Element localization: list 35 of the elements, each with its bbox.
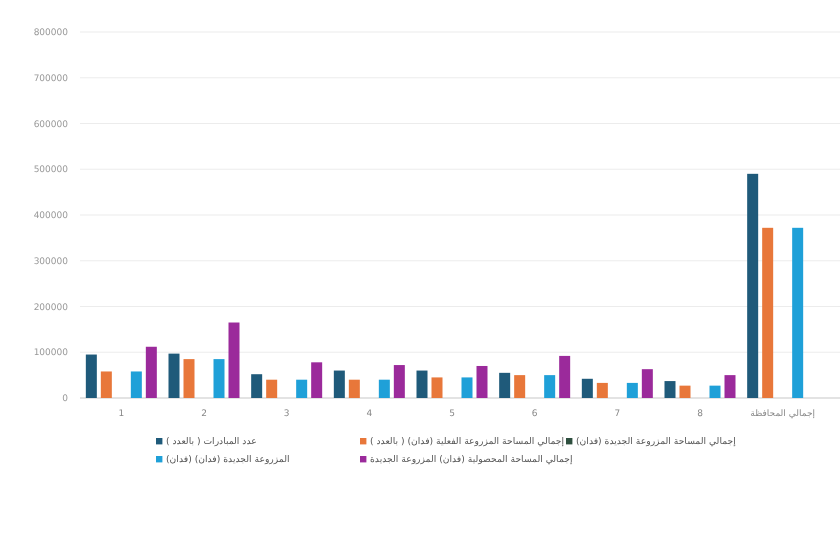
bar [213, 359, 225, 398]
bar [266, 379, 278, 398]
bar [431, 377, 443, 398]
bar [641, 369, 653, 398]
bar [762, 227, 774, 398]
bar [747, 173, 759, 398]
bar [559, 355, 571, 398]
bar [792, 227, 804, 398]
bar [581, 378, 593, 398]
bar [393, 365, 405, 398]
bar [514, 375, 526, 398]
bar [416, 370, 428, 398]
bar [724, 375, 736, 398]
bar [378, 379, 390, 398]
bar [296, 379, 308, 398]
bar [544, 375, 556, 398]
bar [476, 365, 488, 398]
bar [679, 385, 691, 398]
bar [251, 374, 263, 398]
bar [228, 322, 240, 398]
bar [596, 382, 608, 398]
bar [499, 372, 511, 398]
bar [311, 362, 323, 398]
bar [85, 354, 97, 398]
bar [626, 382, 638, 398]
bar [709, 385, 721, 398]
bar [145, 346, 157, 398]
bar [100, 371, 112, 398]
bar [664, 381, 676, 398]
bar [183, 359, 195, 398]
bar [168, 353, 180, 398]
bar [461, 377, 473, 398]
bar [333, 370, 345, 398]
bar [130, 371, 142, 398]
bar [348, 379, 360, 398]
